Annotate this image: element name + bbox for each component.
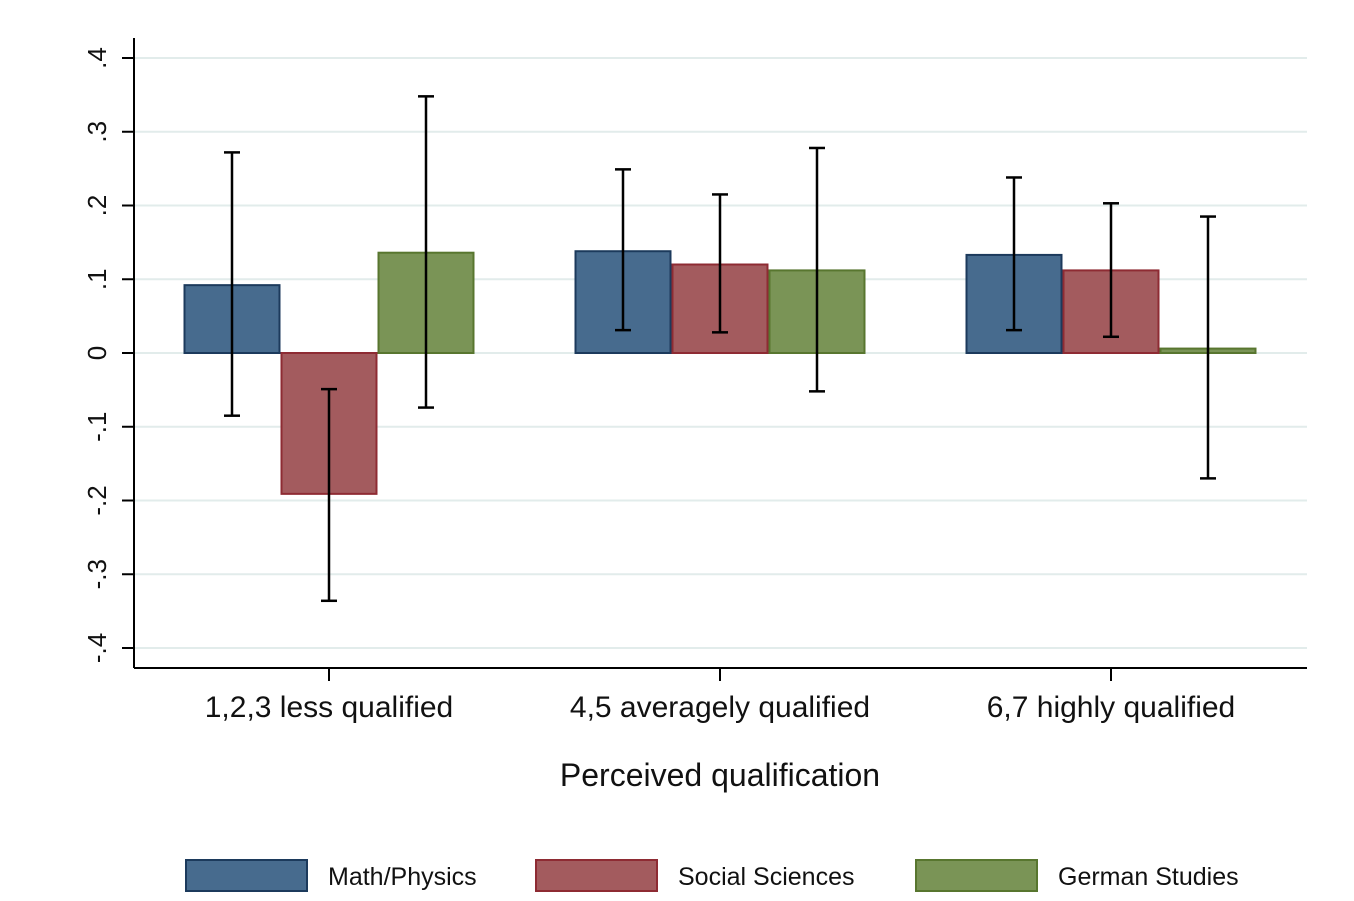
y-tick-label: .1 xyxy=(82,268,112,290)
legend-item: Social Sciences xyxy=(536,860,854,891)
y-tick-label: 0 xyxy=(82,346,112,360)
x-ticks: 1,2,3 less qualified 4,5 averagely qualif… xyxy=(205,668,1236,724)
legend-label: Social Sciences xyxy=(678,863,854,891)
x-tick-label: 1,2,3 less qualified xyxy=(205,691,454,724)
legend-item: Math/Physics xyxy=(186,860,477,891)
y-tick-label: -.4 xyxy=(82,633,112,663)
legend-swatch xyxy=(536,860,657,891)
y-tick-label: -.1 xyxy=(82,412,112,442)
legend-item: German Studies xyxy=(916,860,1239,891)
y-tick-label: .3 xyxy=(82,121,112,143)
x-tick-label: 6,7 highly qualified xyxy=(987,691,1236,724)
y-tick-label: -.2 xyxy=(82,485,112,515)
legend: Math/Physics Social Sciences German Studie… xyxy=(186,860,1239,891)
y-ticks: -.4 -.3 -.2 -.1 0 .1 .2 .3 .4 xyxy=(82,47,134,663)
legend-swatch xyxy=(916,860,1037,891)
x-tick-label: 4,5 averagely qualified xyxy=(570,691,870,724)
legend-swatch xyxy=(186,860,307,891)
y-tick-label: -.3 xyxy=(82,559,112,589)
legend-label: German Studies xyxy=(1058,863,1239,891)
y-tick-label: .2 xyxy=(82,195,112,217)
error-bar xyxy=(1200,217,1216,479)
legend-label: Math/Physics xyxy=(328,863,477,891)
y-tick-label: .4 xyxy=(82,47,112,69)
error-bar xyxy=(224,152,240,415)
x-axis-title: Perceived qualification xyxy=(560,757,880,793)
